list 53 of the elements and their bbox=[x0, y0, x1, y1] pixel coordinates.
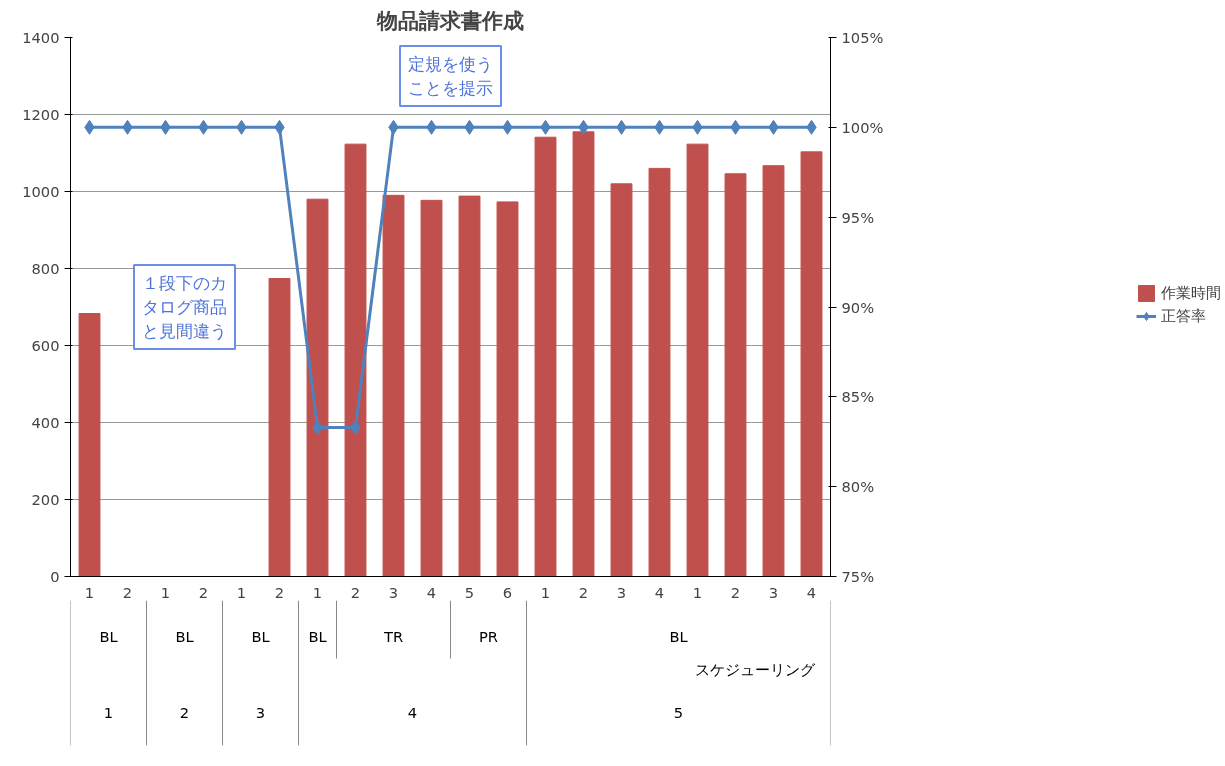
x-tick-label: 1 bbox=[692, 583, 703, 601]
x-tick-label: 4 bbox=[654, 583, 665, 601]
text: BL bbox=[308, 628, 328, 646]
text: BL bbox=[175, 628, 195, 646]
x-tick-label: 3 bbox=[388, 583, 399, 601]
y2-tick-label: 100% bbox=[841, 118, 884, 136]
x-tick-label: 2 bbox=[350, 583, 361, 601]
text: TR bbox=[382, 628, 404, 646]
y2-tick-label: 75% bbox=[841, 568, 875, 585]
x-tick-label: 5 bbox=[464, 583, 475, 601]
text: PR bbox=[478, 628, 499, 646]
annotation: １段下のカタログ商品と見間違う bbox=[142, 273, 227, 341]
text: スケジューリング bbox=[694, 660, 816, 678]
legend-label: 正答率 bbox=[1161, 306, 1206, 326]
text: BL bbox=[669, 628, 689, 646]
x-tick-label: 3 bbox=[768, 583, 779, 601]
x-tick-label: 1 bbox=[236, 583, 247, 601]
y-tick-label: 600 bbox=[31, 336, 60, 354]
annotation: 定規を使うことを提示 bbox=[408, 54, 493, 98]
text: BL bbox=[251, 628, 271, 646]
y2-tick-label: 80% bbox=[841, 478, 875, 496]
y2-tick-label: 95% bbox=[841, 208, 875, 226]
x-tick-label: 2 bbox=[274, 583, 285, 601]
y-tick-label: 1000 bbox=[22, 182, 60, 200]
text: 1 bbox=[103, 703, 114, 721]
y2-tick-label: 90% bbox=[841, 298, 875, 316]
text: 5 bbox=[673, 703, 684, 721]
y-tick-label: 400 bbox=[31, 413, 60, 431]
x-tick-label: 2 bbox=[198, 583, 209, 601]
y-tick-label: 0 bbox=[50, 567, 60, 585]
x-tick-label: 2 bbox=[578, 583, 589, 601]
y-tick-label: 200 bbox=[31, 490, 60, 508]
x-tick-label: 1 bbox=[312, 583, 323, 601]
x-tick-label: 1 bbox=[540, 583, 551, 601]
text: BL bbox=[99, 628, 119, 646]
x-tick-label: 1 bbox=[84, 583, 95, 601]
y2-tick-label: 105% bbox=[841, 29, 884, 46]
y-tick-label: 800 bbox=[31, 259, 60, 277]
text: 3 bbox=[255, 703, 266, 721]
text: 2 bbox=[179, 703, 190, 721]
legend-label: 作業時間 bbox=[1161, 283, 1221, 303]
x-tick-label: 3 bbox=[616, 583, 627, 601]
x-tick-label: 4 bbox=[806, 583, 817, 601]
x-tick-label: 2 bbox=[122, 583, 133, 601]
x-tick-label: 4 bbox=[426, 583, 437, 601]
x-tick-label: 6 bbox=[502, 583, 513, 601]
y-tick-label: 1400 bbox=[22, 28, 60, 46]
y2-tick-label: 85% bbox=[841, 388, 875, 406]
x-tick-label: 2 bbox=[730, 583, 741, 601]
chart-title: 物品請求書作成 bbox=[376, 7, 524, 33]
text: 4 bbox=[407, 703, 418, 721]
y-tick-label: 1200 bbox=[22, 105, 60, 123]
x-tick-label: 1 bbox=[160, 583, 171, 601]
